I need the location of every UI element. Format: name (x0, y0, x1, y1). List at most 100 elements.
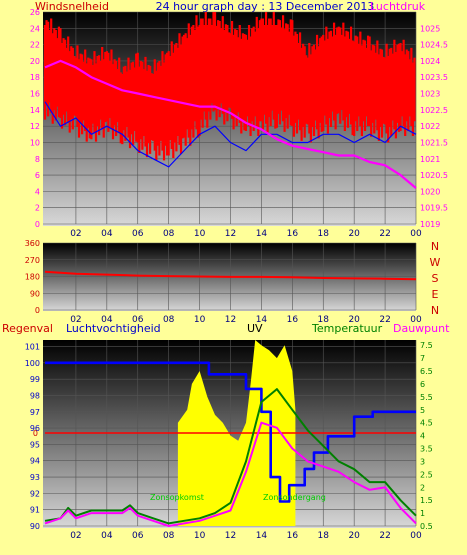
time-tick-label: 04 (101, 229, 113, 239)
pressure-tick-label: 1022 (420, 122, 440, 131)
humidity-tick-label: 90 (30, 522, 40, 531)
uv-tick-label: 3 (420, 457, 425, 466)
humidity-tick-label: 95 (30, 440, 40, 449)
wind-tick-label: 4 (35, 187, 40, 196)
sunrise-label: Zonsopkomst (150, 493, 204, 502)
time-tick-label: 22 (379, 531, 390, 541)
rain-tick-label: 0 (33, 429, 38, 438)
time-tick-label: 02 (70, 531, 81, 541)
time-tick-label: 16 (287, 531, 299, 541)
wind-tick-label: 12 (30, 122, 40, 131)
humidity-tick-label: 101 (25, 343, 40, 352)
uv-tick-label: 2.5 (420, 470, 433, 479)
time-tick-label: 22 (379, 315, 390, 325)
time-tick-label: 10 (194, 531, 206, 541)
time-tick-label: 20 (348, 531, 360, 541)
pressure-tick-label: 1020.5 (420, 171, 448, 180)
pressure-axis-title: Luchtdruk (370, 0, 426, 13)
humidity-line (45, 361, 416, 503)
humidity-tick-label: 100 (25, 359, 40, 368)
pressure-tick-label: 1024.5 (420, 41, 448, 50)
uv-tick-label: 4.5 (420, 419, 433, 428)
time-tick-label: 18 (318, 229, 330, 239)
humidity-tick-label: 97 (30, 408, 40, 417)
wind-tick-label: 2 (35, 204, 40, 213)
dewpoint-axis-title: Dauwpunt (393, 322, 450, 335)
uv-tick-label: 6 (420, 380, 425, 389)
wind-tick-label: 24 (30, 24, 40, 33)
time-tick-label: 18 (318, 531, 330, 541)
time-tick-label: 20 (348, 315, 360, 325)
time-tick-label: 10 (194, 229, 206, 239)
time-tick-label: 06 (132, 229, 144, 239)
sunset-label: Zonsondergang (263, 493, 326, 502)
time-tick-label: 14 (256, 531, 268, 541)
wind-gust-line (44, 101, 417, 168)
wind-tick-label: 0 (35, 220, 40, 229)
time-tick-label: 10 (194, 315, 206, 325)
direction-tick-label: 90 (30, 289, 40, 298)
wind-tick-label: 22 (30, 41, 40, 50)
dewpoint-line (44, 421, 417, 527)
uv-tick-label: 7 (420, 354, 425, 363)
pressure-tick-label: 1025 (420, 24, 440, 33)
time-tick-label: 04 (101, 315, 113, 325)
direction-tick-label: 0 (35, 306, 40, 315)
pressure-tick-label: 1022.5 (420, 106, 448, 115)
humidity-axis-title: Luchtvochtigheid (66, 322, 161, 335)
pressure-tick-label: 1020 (420, 187, 440, 196)
time-tick-label: 14 (256, 315, 268, 325)
temperature-line (44, 388, 417, 525)
time-tick-label: 20 (348, 229, 360, 239)
humidity-tick-label: 98 (30, 391, 40, 400)
uv-tick-label: 6.5 (420, 367, 433, 376)
pressure-tick-label: 1019.5 (420, 204, 448, 213)
compass-n-bottom: N (431, 304, 439, 317)
humidity-tick-label: 96 (30, 424, 40, 433)
time-tick-label: 12 (225, 229, 236, 239)
time-tick-label: 08 (163, 229, 175, 239)
direction-tick-label: 180 (25, 273, 40, 282)
pressure-line (44, 59, 417, 189)
time-tick-label: 14 (256, 229, 268, 239)
time-tick-label: 12 (225, 531, 236, 541)
humidity-tick-label: 94 (30, 457, 40, 466)
compass-e: E (432, 288, 439, 301)
time-tick-label: 18 (318, 315, 330, 325)
time-tick-label: 00 (410, 315, 422, 325)
direction-tick-label: 360 (25, 239, 40, 248)
uv-area (177, 340, 296, 526)
compass-s: S (432, 272, 439, 285)
uv-tick-label: 3.5 (420, 445, 433, 454)
wind-tick-label: 14 (30, 106, 40, 115)
time-tick-label: 06 (132, 531, 144, 541)
time-tick-label: 00 (410, 531, 422, 541)
uv-axis-title: UV (247, 322, 263, 335)
compass-n-top: N (431, 240, 439, 253)
temperature-axis-title: Temperatuur (311, 322, 383, 335)
uv-tick-label: 4 (420, 432, 425, 441)
pressure-tick-label: 1024 (420, 57, 440, 66)
time-tick-label: 04 (101, 531, 113, 541)
chart-marks (43, 12, 417, 527)
time-tick-label: 00 (410, 229, 422, 239)
pressure-tick-label: 1021 (420, 155, 440, 164)
direction-tick-label: 270 (25, 256, 40, 265)
uv-tick-label: 5 (420, 406, 425, 415)
uv-tick-label: 0.5 (420, 522, 433, 531)
time-tick-label: 16 (287, 315, 299, 325)
time-tick-label: 08 (163, 315, 175, 325)
pressure-tick-label: 1023.5 (420, 73, 448, 82)
wind-axis-title: Windsnelheid (35, 0, 109, 13)
wind-tick-label: 6 (35, 171, 40, 180)
uv-tick-label: 7.5 (420, 341, 433, 350)
time-tick-label: 08 (163, 531, 175, 541)
wind-tick-label: 8 (35, 155, 40, 164)
humidity-tick-label: 91 (30, 506, 40, 515)
uv-tick-label: 1.5 (420, 496, 433, 505)
wind-direction-line (44, 270, 417, 281)
humidity-tick-label: 93 (30, 473, 40, 482)
pressure-tick-label: 1023 (420, 90, 440, 99)
rain-axis-title: Regenval (2, 322, 53, 335)
